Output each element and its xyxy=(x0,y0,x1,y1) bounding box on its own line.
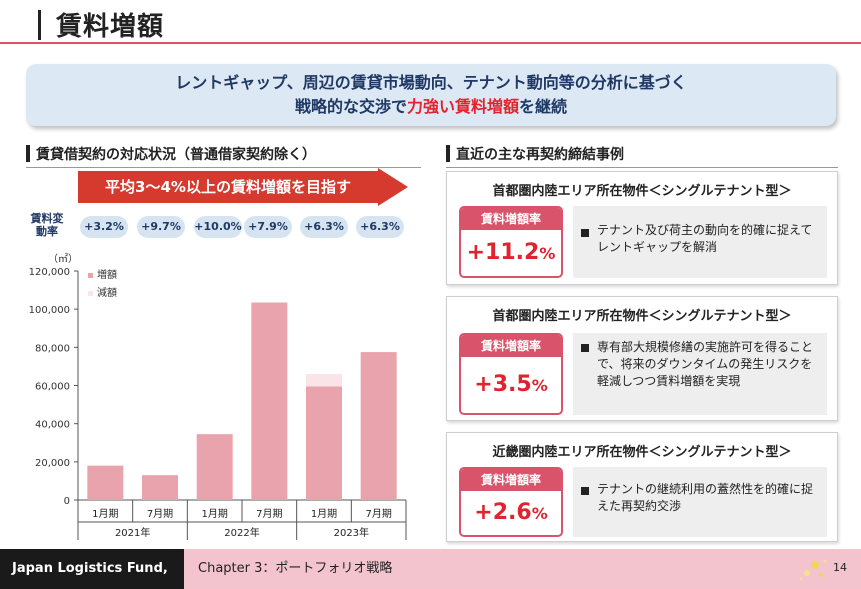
bar-increase xyxy=(306,386,342,500)
legend-label: 減額 xyxy=(97,286,117,299)
summary-banner: レントギャップ、周辺の賃貸市場動向、テナント動向等の分析に基づく 戦略的な交渉で… xyxy=(26,64,836,126)
case-card-1: 首都圏内陸エリア所在物件＜シングルテナント型＞ 賃料増額率 +11.2% テナン… xyxy=(446,171,838,285)
y-tick-label: 0 xyxy=(64,496,70,507)
rate-label: 賃料変動率 xyxy=(30,212,64,238)
right-section-heading: 直近の主な再契約締結事例 xyxy=(446,144,838,168)
case-note-text: テナント及び荷主の動向を的確に捉えてレントギャップを解消 xyxy=(597,223,813,254)
x-tick-label: 7月期 xyxy=(256,508,282,520)
case-rate-value: +3.5 xyxy=(474,372,532,397)
x-tick-label: 1月期 xyxy=(92,508,118,520)
case-rate-box: 賃料増額率 +11.2% xyxy=(459,206,563,278)
case-title: 首都圏内陸エリア所在物件＜シングルテナント型＞ xyxy=(492,184,792,199)
left-heading-text: 賃貸借契約の対応状況（普通借家契約除く） xyxy=(36,147,316,163)
case-title: 首都圏内陸エリア所在物件＜シングルテナント型＞ xyxy=(492,309,792,324)
banner-line-1: レントギャップ、周辺の賃貸市場動向、テナント動向等の分析に基づく xyxy=(175,73,687,92)
legend-swatch xyxy=(88,291,93,296)
rate-pill-4: +7.9% xyxy=(244,216,292,238)
legend-label: 増額 xyxy=(97,268,117,281)
right-heading-text: 直近の主な再契約締結事例 xyxy=(456,147,624,163)
rate-pill-6: +6.3% xyxy=(356,216,404,238)
sparkle-icon xyxy=(799,559,827,581)
case-note-text: 専有部大規模修繕の実施許可を得ることで、将来のダウンタイムの発生リスクを軽減しつ… xyxy=(597,340,814,388)
footer-chapter: Chapter 3：ポートフォリオ戦略 xyxy=(198,561,393,576)
y-axis-unit: （㎡） xyxy=(48,254,78,265)
case-rate-label: 賃料増額率 xyxy=(461,208,561,230)
group-label: 2021年 xyxy=(115,526,150,539)
banner-line-2-pre: 戦略的な交渉で xyxy=(294,97,407,116)
x-tick-label: 7月期 xyxy=(365,508,391,520)
title-accent-bar xyxy=(38,10,41,40)
case-title: 近畿圏内陸エリア所在物件＜シングルテナント型＞ xyxy=(492,445,792,460)
case-rate-unit: % xyxy=(531,376,548,395)
case-rate-value: +11.2 xyxy=(466,240,540,265)
case-rate-unit: % xyxy=(531,504,548,523)
banner-highlight: 力強い賃料増額 xyxy=(406,97,519,116)
group-label: 2022年 xyxy=(224,526,259,539)
heading-marker xyxy=(446,145,450,162)
rate-pill-5: +6.3% xyxy=(300,216,348,238)
bar-increase xyxy=(142,475,178,500)
heading-marker xyxy=(26,145,30,162)
case-rate-box: 賃料増額率 +3.5% xyxy=(459,333,563,415)
y-tick-label: 120,000 xyxy=(29,267,70,278)
legend-swatch xyxy=(88,273,93,278)
case-card-2: 首都圏内陸エリア所在物件＜シングルテナント型＞ 賃料増額率 +3.5% 専有部大… xyxy=(446,296,838,421)
case-card-3: 近畿圏内陸エリア所在物件＜シングルテナント型＞ 賃料増額率 +2.6% テナント… xyxy=(446,432,838,542)
target-arrow-label: 平均3～4%以上の賃料増額を目指す xyxy=(105,178,351,196)
title-underline xyxy=(0,42,861,44)
lease-chart: 0 20,000 40,000 60,000 80,000 100,000 120,000 1… xyxy=(29,267,407,540)
x-tick-label: 1月期 xyxy=(201,508,227,520)
case-rate-label: 賃料増額率 xyxy=(461,335,561,357)
bar-increase xyxy=(87,465,124,500)
page-number: 14 xyxy=(833,561,847,574)
y-tick-label: 80,000 xyxy=(35,343,70,354)
y-tick-label: 40,000 xyxy=(35,420,70,431)
case-rate-box: 賃料増額率 +2.6% xyxy=(459,467,563,537)
footer: Japan Logistics Fund, Inc. Chapter 3：ポート… xyxy=(0,549,861,589)
x-tick-label: 1月期 xyxy=(311,508,337,520)
case-rate-value: +2.6 xyxy=(474,500,532,525)
left-section-heading: 賃貸借契約の対応状況（普通借家契約除く） xyxy=(26,144,421,168)
title-bar: 賃料増額 xyxy=(0,0,861,44)
rate-pill-3: +10.0% xyxy=(194,216,242,238)
bar-increase xyxy=(196,434,233,500)
y-tick-label: 20,000 xyxy=(35,458,70,469)
bar-increase xyxy=(360,352,397,500)
bullet-square-icon xyxy=(581,487,589,495)
rate-pill-1: +3.2% xyxy=(80,216,128,238)
case-note: テナントの継続利用の蓋然性を的確に捉えた再契約交渉 xyxy=(573,467,827,537)
bar-increase xyxy=(251,302,288,500)
group-label: 2023年 xyxy=(334,526,369,539)
rate-pill-2: +9.7% xyxy=(137,216,185,238)
y-tick-label: 100,000 xyxy=(29,305,70,316)
footer-brand: Japan Logistics Fund, Inc. xyxy=(0,549,184,589)
target-arrow xyxy=(78,168,408,206)
case-note-text: テナントの継続利用の蓋然性を的確に捉えた再契約交渉 xyxy=(597,482,814,513)
y-tick-label: 60,000 xyxy=(35,382,70,393)
banner-line-2: 戦略的な交渉で力強い賃料増額を継続 xyxy=(26,95,836,119)
bullet-square-icon xyxy=(581,344,589,352)
bullet-square-icon xyxy=(581,229,589,237)
case-note: 専有部大規模修繕の実施許可を得ることで、将来のダウンタイムの発生リスクを軽減しつ… xyxy=(573,333,827,415)
x-tick-label: 7月期 xyxy=(147,508,173,520)
banner-line-2-post: を継続 xyxy=(519,97,568,116)
bar-decrease xyxy=(306,374,342,387)
page-title: 賃料増額 xyxy=(56,12,165,42)
case-note: テナント及び荷主の動向を的確に捉えてレントギャップを解消 xyxy=(573,206,827,278)
case-rate-label: 賃料増額率 xyxy=(461,469,561,491)
case-rate-unit: % xyxy=(539,244,556,263)
